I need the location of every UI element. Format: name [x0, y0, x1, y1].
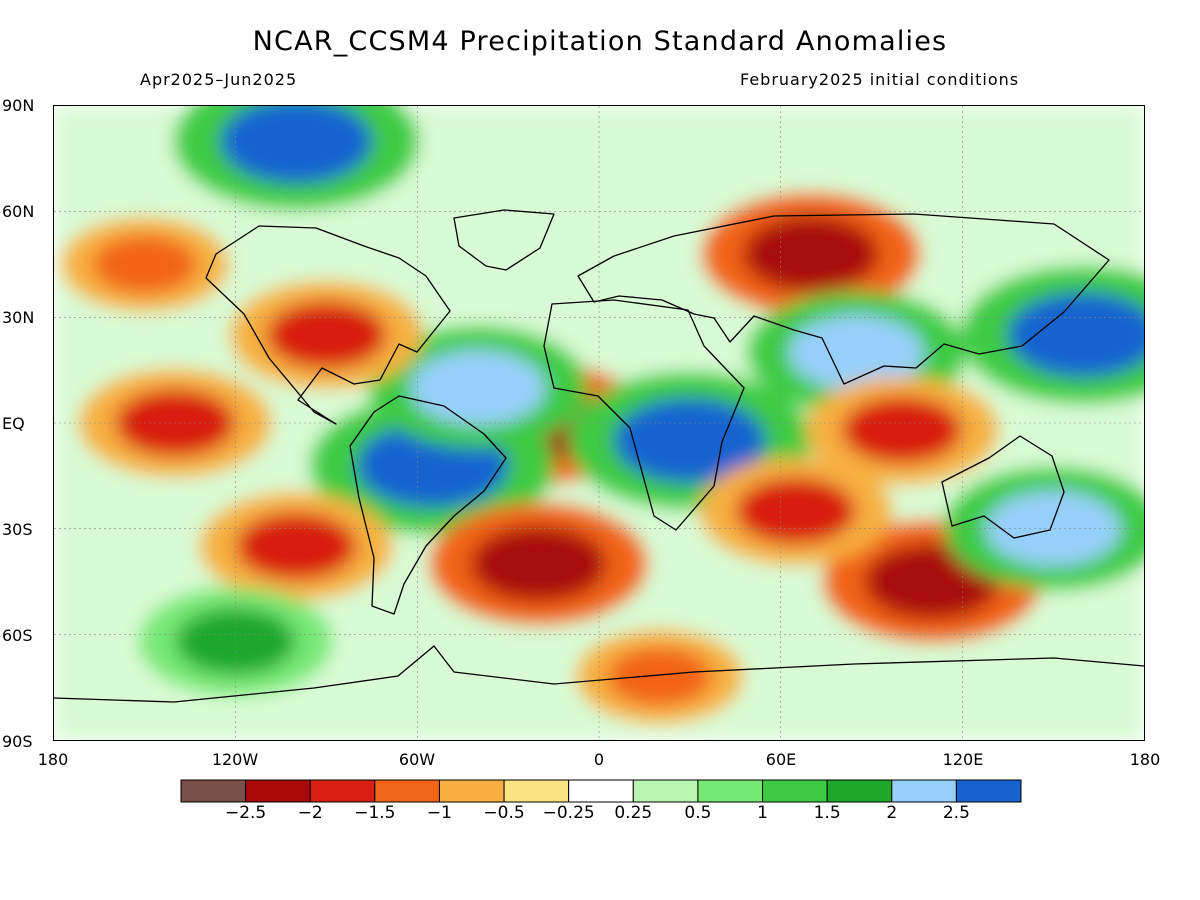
- colorbar-bin: [632, 779, 699, 803]
- colorbar-bin: [245, 779, 311, 803]
- colorbar-tick-label: 0.5: [684, 803, 712, 823]
- anomaly-region: [613, 398, 766, 484]
- anomaly-region: [1007, 292, 1144, 378]
- colorbar-tick-label: 0.25: [614, 803, 653, 823]
- colorbar-bin: [374, 779, 440, 803]
- lon-tick-label: 180: [37, 750, 69, 769]
- lon-tick-label: 0: [593, 750, 605, 769]
- colorbar-tick-label: −2.5: [224, 803, 267, 823]
- colorbar-bin: [826, 779, 893, 803]
- anomaly-region: [735, 477, 856, 545]
- anomaly-region: [470, 525, 607, 602]
- forecast-period: Apr2025–Jun2025: [140, 70, 298, 89]
- lon-tick-label: 60W: [398, 750, 436, 769]
- lat-tick-label: 60N: [2, 202, 35, 221]
- coastline-north-america: [205, 225, 451, 425]
- anomaly-region: [607, 647, 712, 706]
- colorbar-bin: [568, 779, 634, 803]
- coastline-antarctica: [54, 645, 1144, 703]
- colorbar-tick-label: 2: [886, 803, 898, 823]
- colorbar-bin: [955, 779, 1022, 803]
- anomaly-region: [92, 235, 197, 294]
- colorbar-bin: [762, 779, 828, 803]
- coastline-africa: [543, 299, 745, 531]
- lon-tick-label: 180: [1129, 750, 1161, 769]
- lat-tick-label: 30N: [2, 308, 35, 327]
- lat-tick-label: 90N: [2, 96, 35, 115]
- anomaly-region: [985, 490, 1122, 567]
- colorbar: [180, 779, 1022, 803]
- colorbar-tick-label: 1: [757, 803, 768, 823]
- coastline-greenland: [453, 209, 555, 271]
- lat-tick-label: 60S: [2, 626, 33, 645]
- lat-tick-label: 90S: [2, 732, 33, 751]
- lon-tick-label: 60E: [765, 750, 797, 769]
- initial-conditions: February2025 initial conditions: [740, 70, 1020, 89]
- lon-tick-label: 120E: [942, 750, 984, 769]
- anomaly-region: [742, 215, 879, 292]
- colorbar-bin: [438, 779, 505, 803]
- colorbar-bin: [309, 779, 376, 803]
- coastline-south-america: [349, 395, 507, 615]
- coastline-australia: [941, 435, 1065, 539]
- colorbar-bin: [180, 779, 247, 803]
- anomaly-region: [236, 512, 357, 580]
- anomaly-region: [409, 349, 546, 426]
- colorbar-bin: [697, 779, 764, 803]
- lat-tick-label: EQ: [2, 414, 25, 433]
- coastline-eurasia: [577, 213, 1110, 385]
- anomaly-map: [53, 105, 1145, 741]
- colorbar-tick-label: −0.25: [542, 803, 595, 823]
- colorbar-bin: [503, 779, 570, 803]
- colorbar-tick-label: −2: [297, 803, 323, 823]
- anomaly-region: [841, 396, 962, 464]
- colorbar-tick-label: −1: [426, 803, 452, 823]
- colorbar-tick-label: 2.5: [942, 803, 970, 823]
- lat-tick-label: 30S: [2, 520, 33, 539]
- lon-tick-label: 120W: [211, 750, 259, 769]
- map-title: NCAR_CCSM4 Precipitation Standard Anomal…: [252, 26, 948, 57]
- anomaly-region: [266, 301, 387, 369]
- anomaly-region: [788, 314, 925, 391]
- colorbar-tick-label: −0.5: [483, 803, 525, 823]
- colorbar-tick-label: −1.5: [354, 803, 396, 823]
- colorbar-bin: [891, 779, 957, 803]
- anomaly-region: [220, 106, 373, 184]
- colorbar-tick-label: 1.5: [813, 803, 841, 823]
- anomaly-map-canvas: [54, 106, 1144, 740]
